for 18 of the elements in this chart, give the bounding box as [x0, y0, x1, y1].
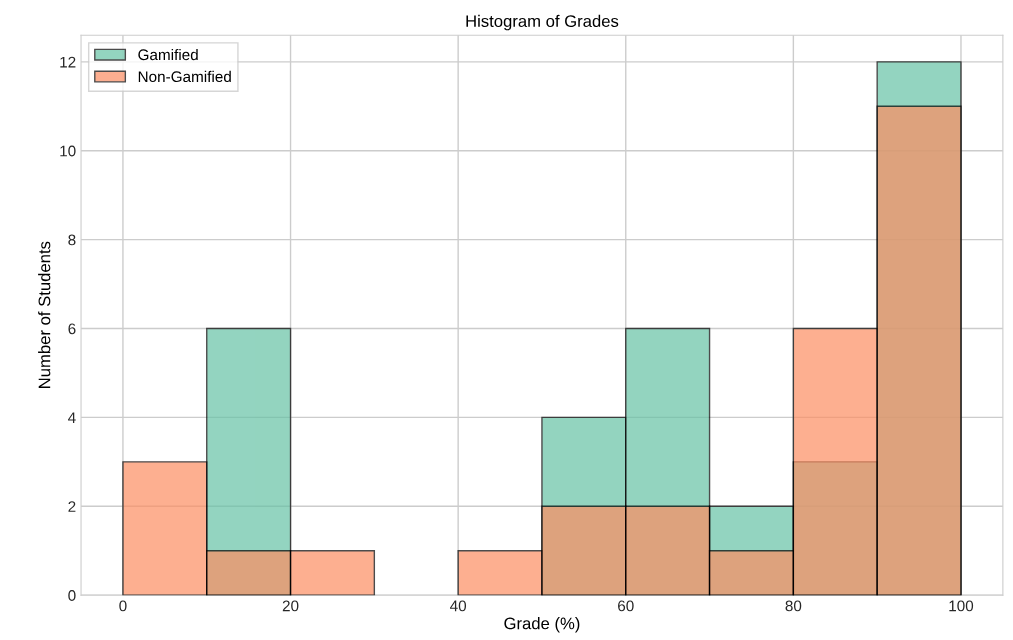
- y-tick-label: 10: [60, 145, 76, 157]
- y-tick-label: 6: [68, 323, 76, 335]
- x-tick-label: 80: [785, 600, 802, 612]
- y-axis-title: Number of Students: [38, 241, 51, 388]
- x-tick-label: 40: [450, 600, 467, 612]
- x-tick-label: 60: [618, 600, 634, 612]
- x-axis-title: Grade (%): [504, 617, 580, 633]
- y-tick-label: 8: [68, 234, 76, 246]
- y-tick-label: 2: [68, 501, 76, 512]
- legend-label: Gamified: [138, 48, 198, 61]
- legend-label: Non-Gamified: [138, 70, 231, 83]
- x-tick-label: 100: [949, 600, 974, 612]
- x-tick-label: 20: [282, 600, 299, 612]
- chart-title: Histogram of Grades: [466, 14, 619, 31]
- y-tick-label: 12: [60, 56, 76, 68]
- x-tick-label: 0: [119, 600, 127, 612]
- y-tick-label: 4: [68, 412, 76, 423]
- y-tick-label: 0: [68, 590, 76, 601]
